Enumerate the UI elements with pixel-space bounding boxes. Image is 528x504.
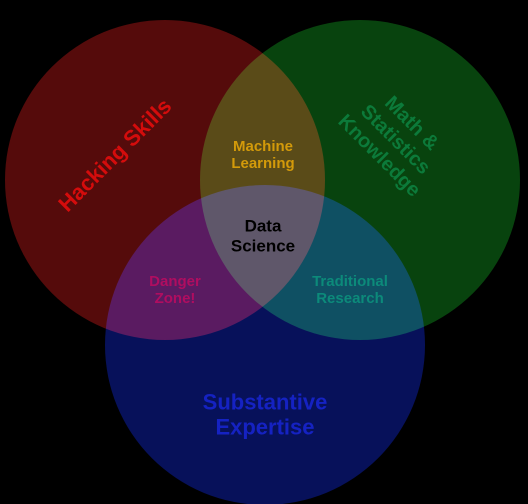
label-data-science: Data Science	[231, 216, 295, 255]
label-machine-learning: Machine Learning	[231, 138, 294, 173]
venn-diagram: Hacking Skills Math & Statistics Knowled…	[0, 0, 528, 504]
label-danger-zone: Danger Zone!	[149, 273, 201, 308]
label-traditional-research: Traditional Research	[312, 273, 388, 308]
label-expertise: Substantive Expertise	[203, 390, 328, 441]
